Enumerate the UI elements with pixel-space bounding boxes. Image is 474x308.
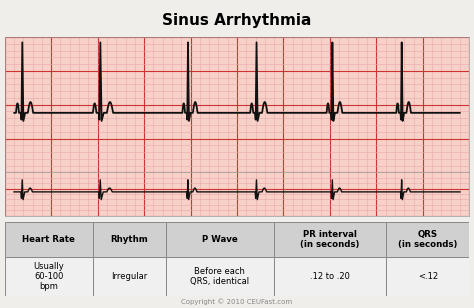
- Bar: [5, 257, 93, 296]
- Text: Copyright © 2010 CEUFast.com: Copyright © 2010 CEUFast.com: [182, 298, 292, 305]
- Text: <.12: <.12: [418, 272, 438, 281]
- Bar: [386, 222, 469, 257]
- Bar: [386, 257, 469, 296]
- Bar: [273, 222, 386, 257]
- Text: P Wave: P Wave: [202, 235, 238, 244]
- Text: Heart Rate: Heart Rate: [22, 235, 75, 244]
- Text: Sinus Arrhythmia: Sinus Arrhythmia: [162, 13, 312, 28]
- Text: PR interval
(in seconds): PR interval (in seconds): [300, 230, 360, 249]
- Bar: [93, 257, 166, 296]
- Bar: [5, 222, 93, 257]
- Bar: [166, 257, 273, 296]
- Bar: [166, 222, 273, 257]
- Text: QRS
(in seconds): QRS (in seconds): [398, 230, 457, 249]
- Text: .12 to .20: .12 to .20: [310, 272, 350, 281]
- Text: Usually
60-100
bpm: Usually 60-100 bpm: [33, 261, 64, 291]
- Bar: [93, 222, 166, 257]
- Bar: [273, 257, 386, 296]
- Text: Before each
QRS, identical: Before each QRS, identical: [191, 267, 249, 286]
- Text: Rhythm: Rhythm: [110, 235, 148, 244]
- Text: Irregular: Irregular: [111, 272, 147, 281]
